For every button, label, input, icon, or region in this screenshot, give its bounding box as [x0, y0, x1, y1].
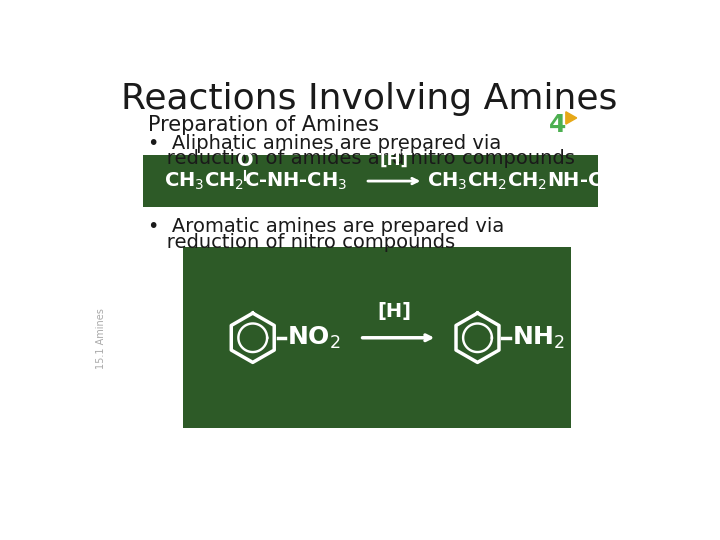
Text: 4: 4 — [549, 112, 566, 137]
Text: [H]: [H] — [379, 151, 408, 168]
Text: reduction of amides and nitro compounds: reduction of amides and nitro compounds — [148, 150, 575, 168]
Text: NH$_2$: NH$_2$ — [512, 325, 564, 351]
Text: CH$_3$CH$_2$CH$_2$NH-CH$_3$: CH$_3$CH$_2$CH$_2$NH-CH$_3$ — [427, 171, 628, 192]
Text: [H]: [H] — [377, 302, 412, 321]
Text: •  Aliphatic amines are prepared via: • Aliphatic amines are prepared via — [148, 134, 501, 153]
Text: 15.1 Amines: 15.1 Amines — [96, 308, 106, 369]
Text: O: O — [237, 151, 253, 170]
Text: CH$_3$CH$_2$C-NH-CH$_3$: CH$_3$CH$_2$C-NH-CH$_3$ — [163, 171, 347, 192]
Text: Reactions Involving Amines: Reactions Involving Amines — [121, 82, 617, 116]
Text: •  Aromatic amines are prepared via: • Aromatic amines are prepared via — [148, 217, 505, 237]
Polygon shape — [566, 112, 577, 124]
Text: Preparation of Amines: Preparation of Amines — [148, 115, 379, 135]
Text: NO$_2$: NO$_2$ — [287, 325, 341, 351]
Text: reduction of nitro compounds: reduction of nitro compounds — [148, 233, 455, 252]
FancyBboxPatch shape — [183, 247, 570, 428]
FancyBboxPatch shape — [143, 155, 598, 207]
